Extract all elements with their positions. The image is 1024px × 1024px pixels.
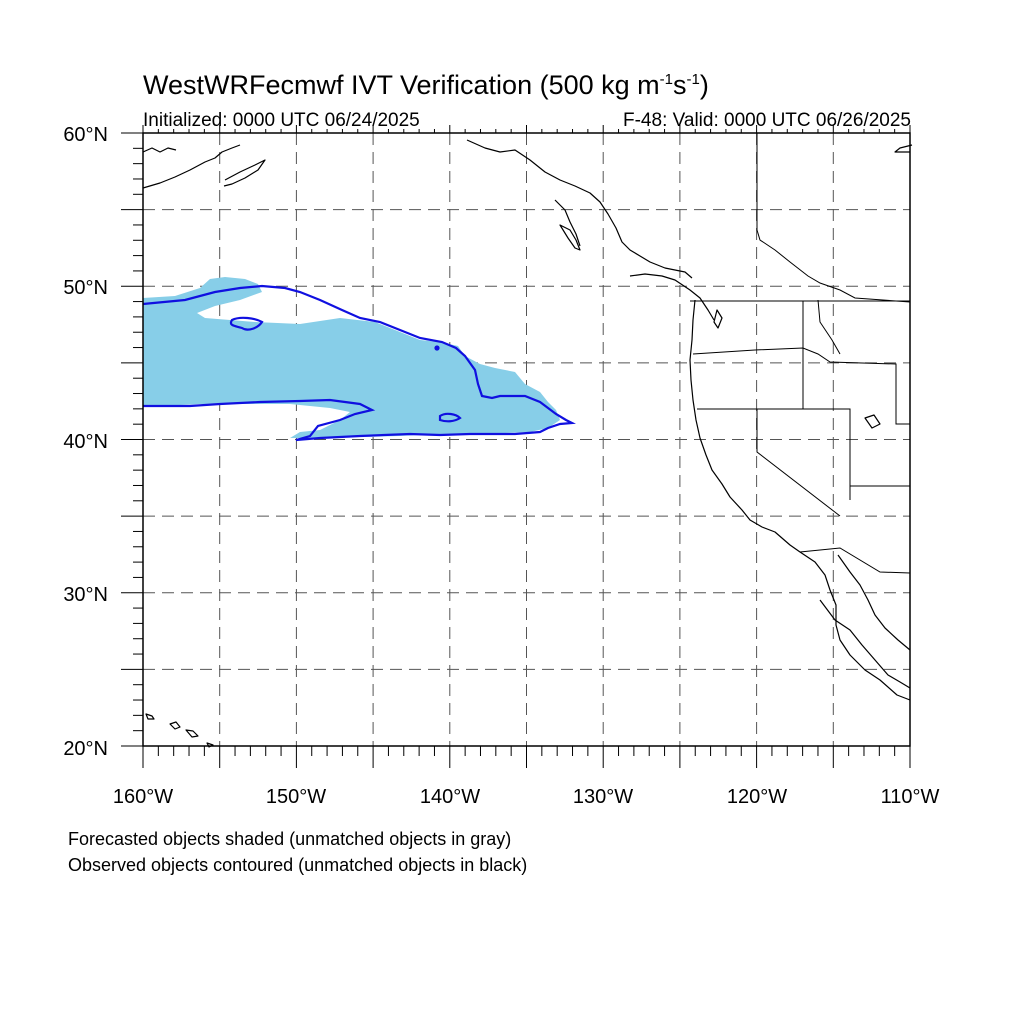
map-notes: Forecasted objects shaded (unmatched obj… [68,826,527,878]
lat-label-60: 60°N [63,124,108,146]
lon-label-160w: 160°W [112,786,174,808]
initialized-time: Initialized: 0000 UTC 06/24/2025 [143,110,420,131]
lat-label-30: 30°N [63,584,108,606]
lon-label-110w: 110°W [880,786,940,808]
lon-label-130w: 130°W [572,786,634,808]
gridlines [143,133,910,746]
observed-note: Observed objects contoured (unmatched ob… [68,855,528,875]
map-title: WestWRFecmwf IVT Verification (500 kg m-… [143,70,709,100]
lon-label-150w: 150°W [265,786,327,808]
valid-time: F-48: Valid: 0000 UTC 06/26/2025 [623,110,911,131]
coastlines [142,139,913,748]
forecast-object-fill [143,277,560,438]
lat-label-50: 50°N [63,277,108,299]
lon-label-120w: 120°W [726,786,788,808]
axis-ticks [121,125,911,768]
lat-label-20: 20°N [63,738,108,760]
lat-label-40: 40°N [63,431,108,453]
lon-label-140w: 140°W [419,786,481,808]
forecast-note: Forecasted objects shaded (unmatched obj… [68,829,512,849]
map-frame [142,132,911,747]
state-boundaries [690,133,911,574]
observed-object-contours [142,284,577,442]
